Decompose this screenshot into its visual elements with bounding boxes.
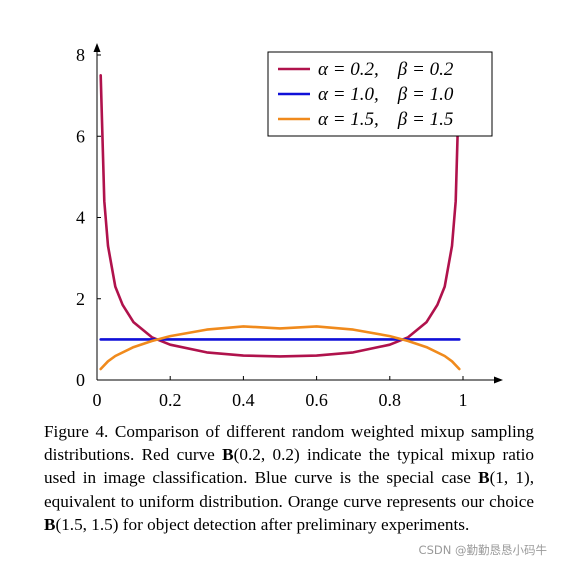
y-tick-label: 2 [76,289,85,309]
y-tick-label: 6 [76,126,85,146]
series-line [99,325,461,371]
caption-text-1: Comparison of different random weighted … [44,422,534,465]
figure-caption: Figure 4. Comparison of different random… [44,420,534,536]
x-tick-label: 1 [459,390,468,410]
x-tick-label: 0.2 [159,390,182,410]
watermark: CSDN @勤勤恳恳小码牛 [418,543,547,557]
caption-text-3: , equivalent to uniform distribution. Or… [44,468,534,511]
beta-symbol-3: B [44,514,56,534]
caption-text-2: indicate the typical mixup ratio used in… [44,445,535,488]
y-tick-label: 8 [76,45,85,65]
y-axis-ticks: 0 2 4 6 8 [76,45,101,390]
legend-label: α = 1.0, β = 1.0 [318,84,454,105]
legend-label: α = 0.2, β = 0.2 [318,59,454,80]
beta-symbol-2: B [478,468,490,488]
x-tick-label: 0.6 [305,390,328,410]
beta-args-1: (0.2, 0.2) [233,445,300,465]
y-tick-label: 0 [76,370,85,390]
x-axis-arrow [494,376,503,384]
y-tick-label: 4 [76,208,85,228]
y-axis-arrow [93,43,101,52]
chart-legend: α = 0.2, β = 0.2 α = 1.0, β = 1.0 α = 1.5,… [267,51,493,137]
x-axis-ticks: 0 0.2 0.4 0.6 0.8 1 [93,376,468,410]
x-tick-label: 0.4 [232,390,255,410]
chart-series [99,74,461,371]
beta-args-2: (1, 1) [489,468,530,488]
x-tick-label: 0 [93,390,102,410]
caption-label: Figure 4. [44,422,109,441]
beta-args-3: (1.5, 1.5) [55,514,119,534]
beta-symbol-1: B [222,445,234,465]
x-tick-label: 0.8 [379,390,402,410]
chart-axes [93,43,503,384]
legend-label: α = 1.5, β = 1.5 [318,109,453,130]
caption-text-4: for object detection after preliminary e… [122,514,470,534]
series-line [99,74,461,358]
